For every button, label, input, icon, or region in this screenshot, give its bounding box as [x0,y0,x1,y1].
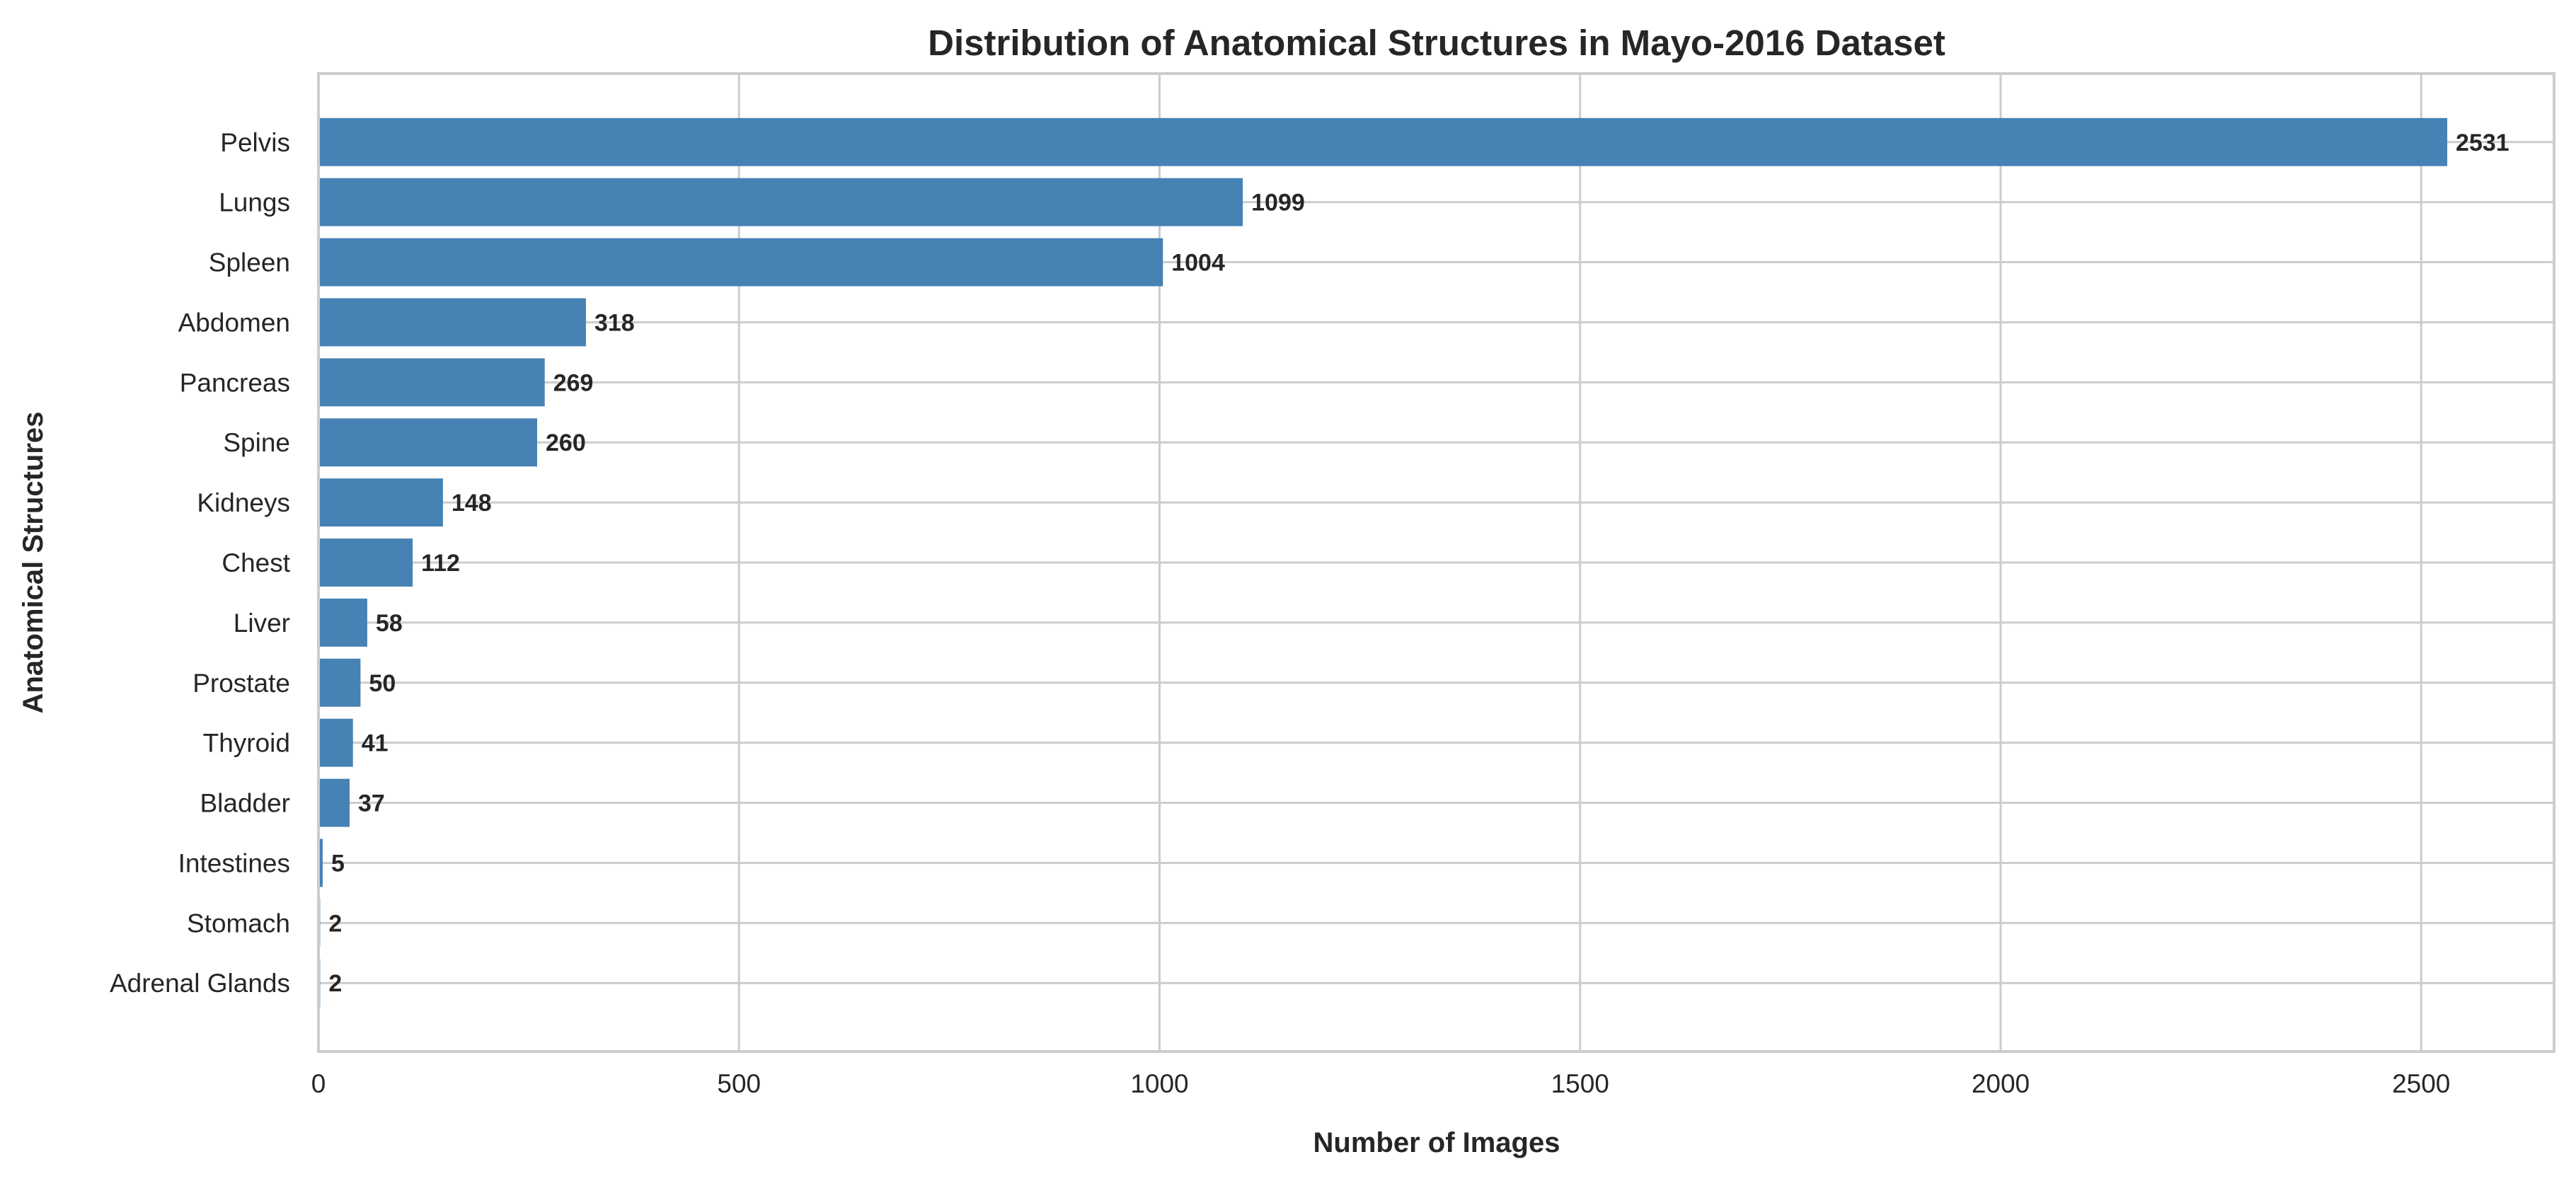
data-label: 37 [358,790,385,817]
bar [318,478,443,527]
x-tick-label: 0 [311,1069,326,1098]
x-tick-labels: 0 500 1000 1500 2000 2500 [311,1069,2451,1098]
y-tick-label: Spleen [209,248,290,277]
bar [318,839,323,887]
data-label: 1004 [1171,250,1225,277]
bar [318,538,413,587]
x-axis-label: Number of Images [1313,1127,1560,1158]
y-tick-label: Pelvis [220,128,290,157]
bar [318,238,1163,287]
bar [318,178,1243,226]
bar [318,117,2448,166]
data-label: 269 [553,369,594,396]
data-label: 2531 [2456,129,2509,156]
y-tick-label: Stomach [187,909,290,938]
bar [318,718,353,767]
x-tick-label: 1000 [1130,1069,1188,1098]
y-tick-label: Lungs [219,188,290,217]
data-label: 5 [331,850,345,877]
y-tick-label: Adrenal Glands [110,969,290,998]
y-tick-label: Spine [223,428,290,457]
bar [318,658,361,707]
grid [317,74,2554,1052]
y-axis-label: Anatomical Structures [18,412,49,714]
bar [318,358,545,407]
data-label: 260 [546,430,586,456]
x-tick-label: 2000 [1972,1069,2030,1098]
data-label: 2 [328,910,342,937]
bar [318,298,586,347]
data-labels: 2531 1099 1004 318 269 260 148 112 58 50 41 37 5 2 2 [328,129,2509,997]
bars [318,117,2448,1008]
x-tick-label: 500 [717,1069,761,1098]
data-label: 2 [328,970,342,997]
y-tick-label: Intestines [178,848,290,877]
y-tick-label: Kidneys [197,488,290,517]
data-label: 318 [594,309,635,336]
chart-title: Distribution of Anatomical Structures in… [928,23,1945,63]
data-label: 41 [362,730,389,757]
y-tick-label: Abdomen [178,308,290,337]
y-tick-label: Bladder [200,789,290,818]
plot-frame [317,72,2555,1053]
data-label: 112 [421,550,460,577]
data-label: 148 [452,490,492,517]
y-tick-label: Chest [222,548,290,577]
x-tick-label: 1500 [1551,1069,1609,1098]
y-tick-label: Liver [234,609,290,638]
data-label: 1099 [1251,190,1305,217]
y-tick-labels: Pelvis Lungs Spleen Abdomen Pancreas Spine Kid… [110,128,291,998]
y-tick-label: Prostate [192,669,290,698]
bar [318,778,350,827]
y-tick-label: Pancreas [180,368,290,397]
bar [318,598,367,647]
data-label: 50 [369,670,396,697]
bar [318,418,538,467]
y-tick-label: Thyroid [203,729,290,758]
x-tick-label: 2500 [2392,1069,2450,1098]
data-label: 58 [376,610,403,637]
